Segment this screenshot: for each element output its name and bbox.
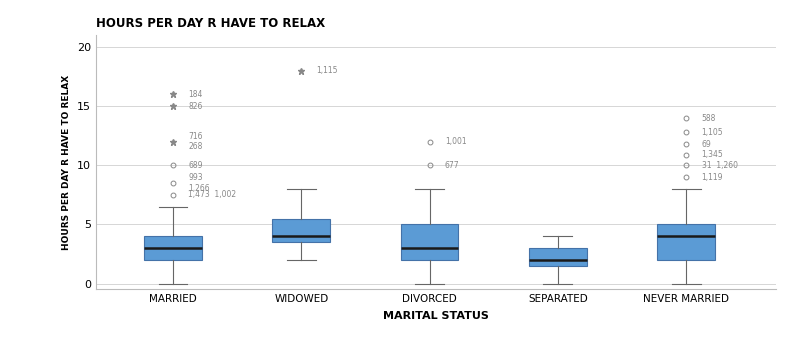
Text: 1,345: 1,345 bbox=[702, 150, 723, 159]
Text: 588: 588 bbox=[702, 114, 716, 122]
Y-axis label: HOURS PER DAY R HAVE TO RELAX: HOURS PER DAY R HAVE TO RELAX bbox=[62, 75, 71, 250]
PathPatch shape bbox=[529, 248, 586, 266]
PathPatch shape bbox=[658, 225, 715, 260]
Text: 1,105: 1,105 bbox=[702, 128, 723, 137]
PathPatch shape bbox=[273, 219, 330, 242]
Text: HOURS PER DAY R HAVE TO RELAX: HOURS PER DAY R HAVE TO RELAX bbox=[96, 17, 325, 30]
PathPatch shape bbox=[401, 225, 458, 260]
Text: 184: 184 bbox=[188, 90, 202, 99]
Text: 826: 826 bbox=[188, 102, 202, 111]
Text: 677: 677 bbox=[445, 161, 460, 170]
PathPatch shape bbox=[144, 236, 202, 260]
Text: 1,473  1,002: 1,473 1,002 bbox=[188, 190, 237, 199]
Text: 1,001: 1,001 bbox=[445, 137, 466, 146]
Text: 69: 69 bbox=[702, 139, 711, 149]
X-axis label: MARITAL STATUS: MARITAL STATUS bbox=[383, 311, 489, 321]
Text: 31  1,260: 31 1,260 bbox=[702, 161, 738, 170]
Text: 993
1,266: 993 1,266 bbox=[188, 173, 210, 193]
Text: 689: 689 bbox=[188, 161, 203, 170]
Text: 1,119: 1,119 bbox=[702, 173, 723, 182]
Text: 1,115: 1,115 bbox=[317, 66, 338, 75]
Text: 716
268: 716 268 bbox=[188, 132, 203, 151]
